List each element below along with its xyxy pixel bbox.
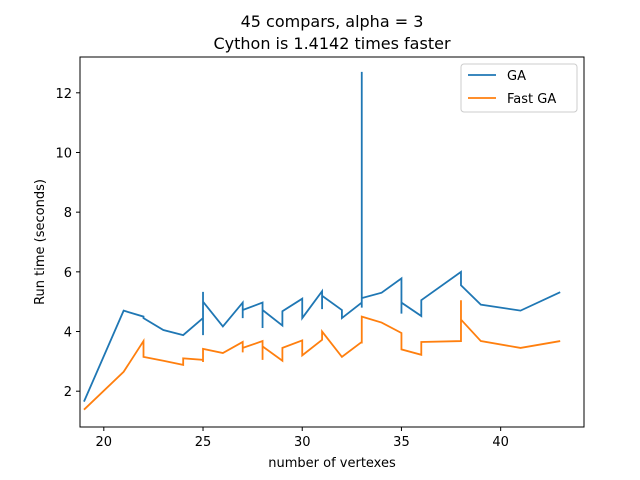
chart-title: 45 compars, alpha = 3 <box>241 12 424 31</box>
y-tick-label: 10 <box>55 146 72 161</box>
x-tick-label: 25 <box>195 435 212 450</box>
series-layer <box>83 71 561 411</box>
series-line-ga <box>83 71 561 402</box>
series-line-fast-ga <box>83 300 561 411</box>
y-tick-label: 2 <box>64 385 72 400</box>
x-tick-label: 35 <box>393 435 410 450</box>
plot-frame <box>79 56 585 428</box>
x-axis-label: number of vertexes <box>268 456 396 471</box>
legend-label-fast-ga: Fast GA <box>507 92 556 107</box>
x-tick-label: 20 <box>96 435 113 450</box>
legend: GA Fast GA <box>460 63 578 113</box>
y-axis-label: Run time (seconds) <box>33 179 48 305</box>
x-tick-label: 40 <box>492 435 509 450</box>
y-tick-label: 4 <box>64 326 72 341</box>
chart-subtitle: Cython is 1.4142 times faster <box>213 34 450 53</box>
y-tick-label: 12 <box>55 87 72 102</box>
legend-label-ga: GA <box>507 69 526 84</box>
y-tick-label: 6 <box>64 266 72 281</box>
y-tick-label: 8 <box>64 206 72 221</box>
legend-box <box>460 63 578 113</box>
tick-layer: 20 25 30 35 40 2 4 6 8 10 12 <box>55 87 508 450</box>
x-tick-label: 30 <box>294 435 311 450</box>
